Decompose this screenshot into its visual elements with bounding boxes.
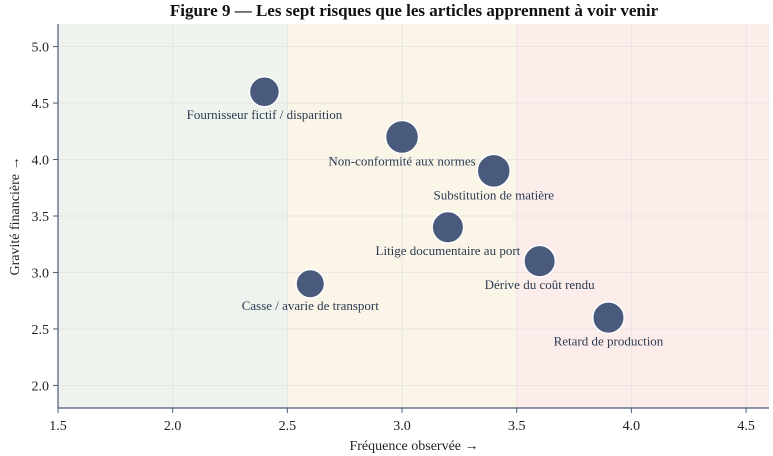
- y-tick-label: 4.5: [32, 97, 50, 112]
- x-tick-label: 2.0: [164, 419, 182, 434]
- x-axis-label: Fréquence observée →: [349, 439, 478, 454]
- x-tick-label: 3.0: [393, 419, 411, 434]
- risk-point-7: [591, 301, 625, 335]
- y-tick-label: 2.5: [32, 323, 50, 338]
- x-tick-label: 2.5: [279, 419, 297, 434]
- y-tick-label: 3.0: [32, 266, 50, 281]
- risk-point-5: [523, 244, 557, 278]
- x-tick-label: 3.5: [508, 419, 526, 434]
- risk-point-6: [295, 268, 326, 299]
- x-tick-label: 4.0: [623, 419, 641, 434]
- risk-point-2: [384, 119, 420, 155]
- risk-point-label-4: Litige documentaire au port: [376, 243, 521, 258]
- y-tick-label: 5.0: [32, 41, 50, 56]
- risk-point-label-3: Substitution de matière: [433, 187, 554, 202]
- y-axis-label: Gravité financière →: [8, 157, 23, 276]
- risk-point-1: [248, 76, 281, 108]
- risk-point-3: [476, 153, 512, 189]
- data-points: [248, 76, 625, 335]
- y-tick-label: 4.0: [32, 154, 50, 169]
- risk-point-label-5: Dérive du coût rendu: [485, 277, 596, 292]
- x-tick-label: 4.5: [737, 419, 755, 434]
- y-tick-label: 3.5: [32, 210, 50, 225]
- axes: [53, 24, 769, 413]
- tick-labels: 1.5 2.0 2.5 3.0 3.5 4.0 4.5 2.0 2.5 3.0 3.5 4.0 4.5 5…: [32, 41, 755, 434]
- risk-point-label-6: Casse / avarie de transport: [242, 298, 380, 313]
- point-labels: Fournisseur fictif / disparition Non-conf…: [187, 107, 664, 349]
- risk-point-label-2: Non-conformité aux normes: [328, 153, 475, 168]
- risk-point-4: [431, 210, 465, 244]
- risk-point-label-7: Retard de production: [554, 333, 664, 348]
- x-tick-label: 1.5: [49, 419, 67, 434]
- grid-lines: [57, 24, 769, 408]
- chart-title: Figure 9 — Les sept risques que les arti…: [170, 1, 659, 20]
- y-tick-label: 2.0: [32, 379, 50, 394]
- risk-point-label-1: Fournisseur fictif / disparition: [187, 107, 343, 122]
